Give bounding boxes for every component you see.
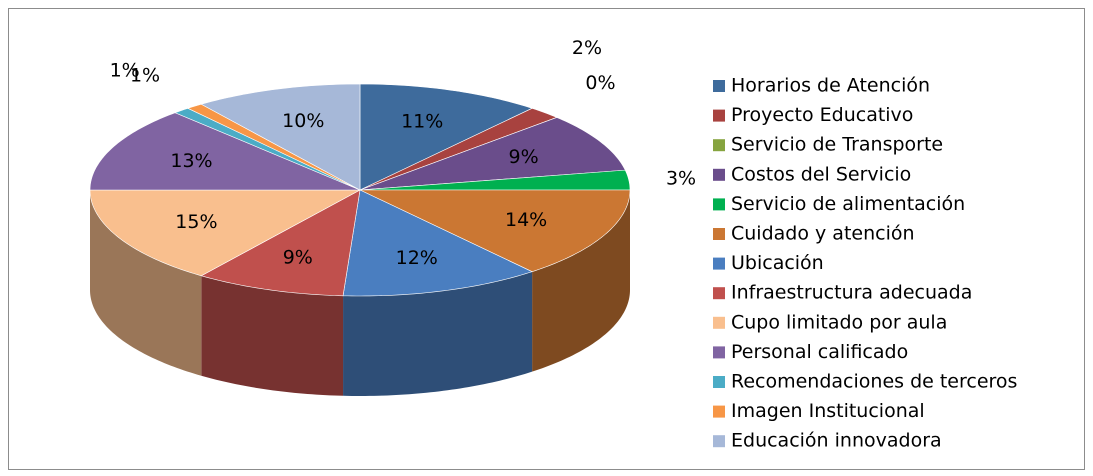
- data-label: 9%: [509, 146, 539, 168]
- data-label: 1%: [110, 60, 140, 82]
- legend-swatch: [713, 405, 725, 418]
- legend-swatch: [713, 287, 725, 300]
- data-label: 0%: [585, 72, 615, 94]
- legend-label: Ubicación: [731, 252, 824, 274]
- legend-label: Servicio de alimentación: [731, 193, 965, 215]
- data-label: 11%: [401, 111, 443, 133]
- data-label: 9%: [283, 246, 313, 268]
- slice: [359, 83, 533, 191]
- data-label: 1%: [130, 64, 160, 86]
- slice-side: [90, 190, 202, 376]
- slice-side: [201, 275, 344, 396]
- legend-swatch: [713, 198, 725, 211]
- slice: [89, 112, 361, 191]
- data-label: 12%: [396, 247, 438, 269]
- legend-label: Recomendaciones de terceros: [731, 371, 1017, 393]
- slice: [359, 108, 558, 191]
- legend-label: Infraestructura adecuada: [731, 282, 972, 304]
- slice: [342, 189, 533, 297]
- legend-swatch: [713, 228, 725, 240]
- data-label: 10%: [282, 110, 324, 132]
- slice: [359, 117, 626, 191]
- legend-label: Educación innovadora: [731, 430, 942, 452]
- data-label: 13%: [170, 150, 212, 172]
- slice: [89, 189, 361, 277]
- legend-label: Cuidado y atención: [731, 223, 915, 245]
- legend-swatch: [713, 376, 725, 388]
- data-label: 14%: [505, 209, 547, 231]
- data-label: 15%: [175, 211, 217, 233]
- data-label: 2%: [572, 37, 602, 59]
- legend-label: Cupo limitado por aula: [731, 311, 947, 333]
- legend-label: Proyecto Educativo: [731, 104, 913, 126]
- legend-swatch: [713, 80, 725, 92]
- slice: [359, 189, 631, 272]
- legend-label: Imagen Institucional: [731, 400, 925, 422]
- legend-swatch: [713, 316, 725, 329]
- legend-swatch: [713, 168, 725, 181]
- slice-side: [532, 190, 630, 372]
- legend-swatch: [713, 139, 725, 152]
- data-label: 3%: [666, 167, 696, 189]
- legend-label: Horarios de Atención: [731, 75, 930, 97]
- slice: [200, 83, 361, 191]
- legend-swatch: [713, 435, 725, 448]
- slice-side: [343, 271, 533, 396]
- slice: [200, 189, 361, 297]
- legend-label: Servicio de Transporte: [731, 134, 943, 156]
- slice: [359, 169, 631, 191]
- legend-swatch: [713, 346, 725, 359]
- legend-swatch: [713, 257, 725, 270]
- legend-label: Personal calificado: [731, 341, 908, 363]
- legend-label: Costos del Servicio: [731, 163, 911, 185]
- legend-swatch: [713, 109, 725, 122]
